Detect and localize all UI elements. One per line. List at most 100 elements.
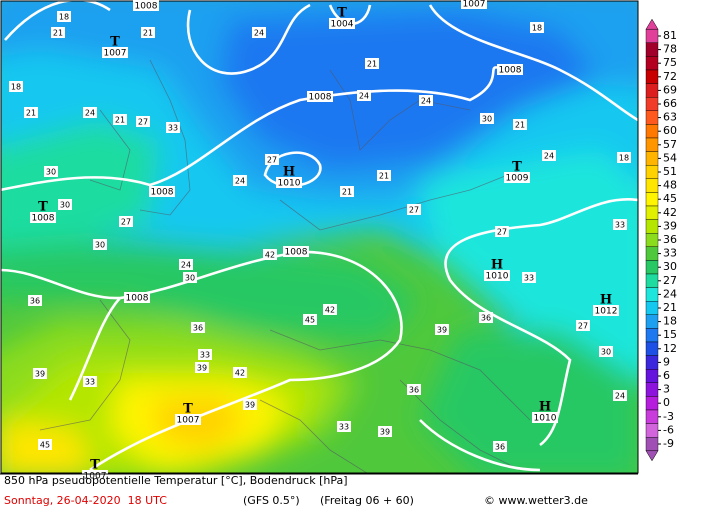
- pressure-center-value: 1010: [486, 272, 509, 282]
- temperature-label-box: [513, 119, 527, 130]
- colorbar-label: 18: [663, 315, 677, 328]
- colorbar-label: 33: [663, 247, 677, 260]
- temperature-label-box: [179, 259, 193, 270]
- temperature-label: 39: [437, 326, 447, 335]
- colorbar-swatch: [645, 409, 659, 424]
- temperature-label-box: [576, 320, 590, 331]
- isobar-label: 1007: [463, 0, 486, 10]
- temperature-label: 33: [168, 124, 178, 133]
- temperature-label-box: [613, 390, 627, 401]
- colorbar-label: 15: [663, 328, 677, 341]
- temperature-label: 21: [143, 29, 153, 38]
- pressure-center-type: T: [183, 402, 193, 417]
- pressure-center-type: H: [539, 400, 551, 415]
- temperature-label: 39: [245, 401, 255, 410]
- temperature-label: 24: [235, 177, 245, 186]
- isobar-label: 1008: [309, 93, 332, 103]
- temperature-label-box: [479, 312, 493, 323]
- temperature-label: 24: [544, 152, 554, 161]
- temperature-label-box: [617, 152, 631, 163]
- colorbar-swatch: [645, 328, 659, 343]
- pressure-center-value: 1004: [331, 20, 354, 30]
- temperature-label-box: [323, 304, 337, 315]
- temperature-label: 21: [342, 188, 352, 197]
- temperature-label-box: [357, 90, 371, 101]
- temperature-label-box: [435, 324, 449, 335]
- pressure-center-box: [532, 412, 558, 423]
- temperature-label: 21: [515, 121, 525, 130]
- colorbar-swatch: [645, 205, 659, 220]
- temperature-label: 42: [235, 369, 245, 378]
- colorbar-label: 3: [663, 383, 670, 396]
- temperature-label: 24: [359, 92, 369, 101]
- colorbar-swatch: [645, 192, 659, 207]
- temperature-label-box: [252, 27, 266, 38]
- colorbar-swatch: [645, 124, 659, 139]
- temperature-label: 24: [254, 29, 264, 38]
- colorbar-swatch: [645, 246, 659, 261]
- temperature-label: 27: [267, 156, 277, 165]
- temperature-label-box: [263, 249, 277, 260]
- temperature-label: 42: [325, 306, 335, 315]
- colorbar-swatch: [645, 355, 659, 370]
- pressure-center-value: 1009: [506, 174, 529, 184]
- temperature-label: 24: [181, 261, 191, 270]
- colorbar-swatch: [645, 219, 659, 234]
- temperature-label-box: [340, 186, 354, 197]
- temperature-label-box: [542, 150, 556, 161]
- temperature-label-box: [58, 199, 72, 210]
- pressure-center-type: H: [600, 293, 612, 308]
- temperature-label-box: [365, 58, 379, 69]
- temperature-label: 18: [532, 24, 542, 33]
- temperature-label-box: [522, 272, 536, 283]
- pressure-center-type: H: [283, 165, 295, 180]
- colorbar-swatch: [645, 69, 659, 84]
- isobar-label-box: [124, 292, 150, 303]
- temperature-label: 21: [26, 109, 36, 118]
- temperature-label-box: [83, 376, 97, 387]
- colorbar-label: 6: [663, 369, 670, 382]
- temperature-label-box: [613, 219, 627, 230]
- pressure-center-type: T: [512, 160, 522, 175]
- pressure-center-box: [175, 414, 201, 425]
- temperature-label-box: [113, 114, 127, 125]
- colorbar-label: 45: [663, 192, 677, 205]
- temperature-label-box: [51, 27, 65, 38]
- pressure-center-box: [82, 470, 108, 481]
- temperature-label: 33: [200, 351, 210, 360]
- temperature-label: 21: [53, 29, 63, 38]
- colorbar-label: 51: [663, 165, 677, 178]
- pressure-center-type: T: [90, 458, 100, 473]
- temperature-label: 36: [30, 297, 40, 306]
- temperature-label: 18: [619, 154, 629, 163]
- temperature-label: 45: [40, 441, 50, 450]
- temperature-label: 36: [495, 443, 505, 452]
- pressure-center-type: T: [110, 35, 120, 50]
- temperature-label: 24: [85, 109, 95, 118]
- temperature-label: 18: [11, 83, 21, 92]
- colorbar-swatch: [645, 423, 659, 438]
- colorbar-label: -6: [663, 423, 674, 436]
- temperature-label-box: [407, 384, 421, 395]
- pressure-center-value: 1010: [278, 179, 301, 189]
- isobar-label-box: [133, 0, 159, 11]
- temperature-label-box: [191, 322, 205, 333]
- colorbar-label: 39: [663, 219, 677, 232]
- temperature-label-box: [378, 426, 392, 437]
- temperature-label-box: [93, 239, 107, 250]
- temperature-label: 33: [524, 274, 534, 283]
- pressure-center-type: T: [337, 6, 347, 21]
- colorbar-label: 57: [663, 138, 677, 151]
- temperature-label: 27: [578, 322, 588, 331]
- colorbar-label: 60: [663, 124, 677, 137]
- colorbar-swatch: [645, 83, 659, 98]
- colorbar-swatch: [645, 56, 659, 71]
- temperature-label-box: [233, 367, 247, 378]
- colorbar-label: 9: [663, 355, 670, 368]
- footer-date: Sonntag, 26-04-2020 18 UTC: [4, 494, 167, 507]
- colorbar-swatch: [645, 96, 659, 111]
- temperature-label-box: [407, 204, 421, 215]
- colorbar-label: 78: [663, 43, 677, 56]
- pressure-center-box: [329, 18, 355, 29]
